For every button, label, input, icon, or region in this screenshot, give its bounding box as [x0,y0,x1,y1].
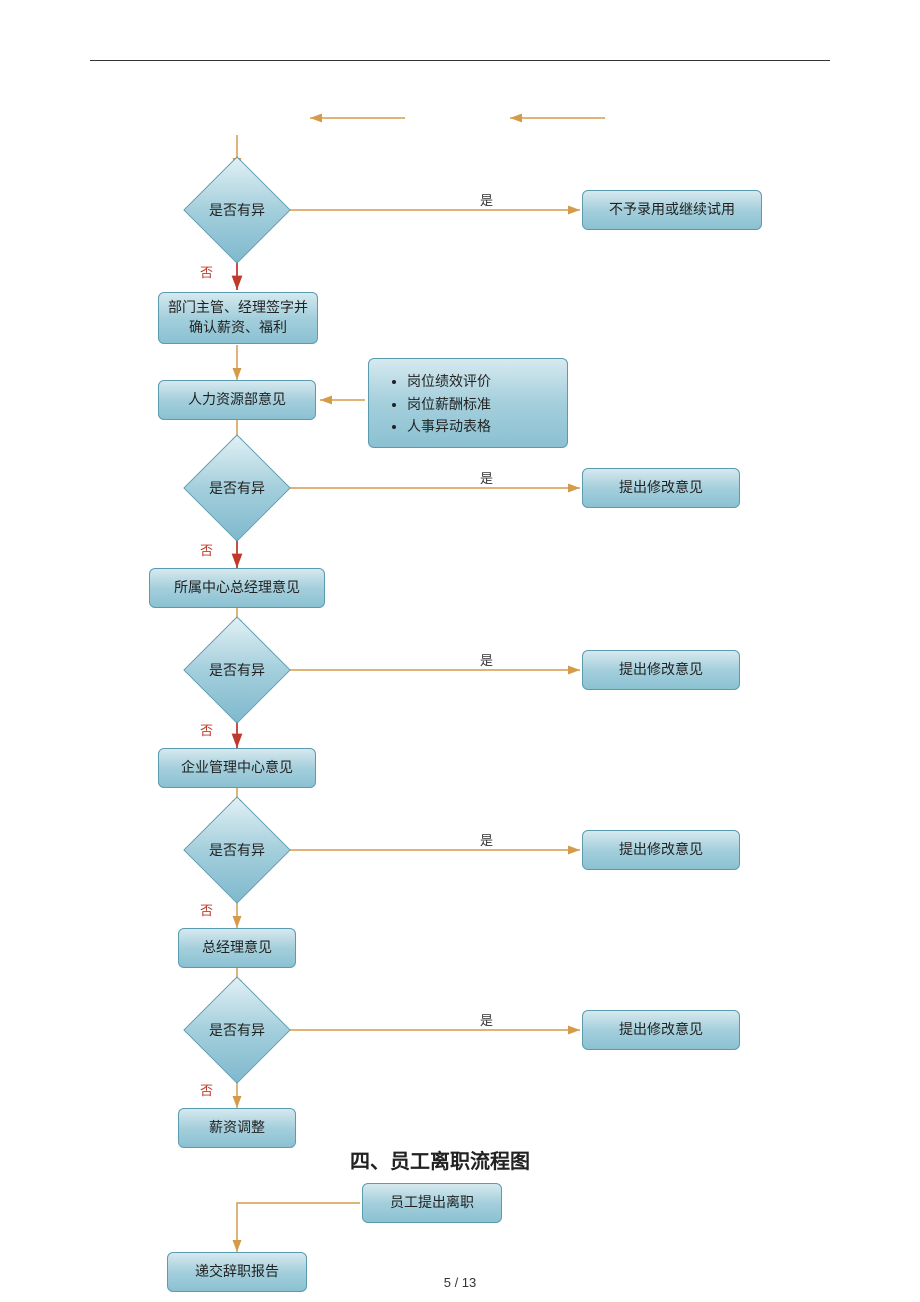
process-r5: 提出修改意见 [582,1010,740,1050]
edge-d2-no: 否 [200,540,213,559]
decision-d4-label: 是否有异 [199,812,275,888]
edge-d4-no: 否 [200,900,213,919]
process-p1-l2: 确认薪资、福利 [189,318,287,338]
process-r2-label: 提出修改意见 [619,478,703,498]
edge-d1-yes: 是 [480,190,493,209]
edge-d2-yes: 是 [480,468,493,487]
process-p6-label: 薪资调整 [209,1118,265,1138]
decision-d1: 是否有异 [199,172,275,248]
process-r3: 提出修改意见 [582,650,740,690]
edge-d3-yes: 是 [480,650,493,669]
edge-d3-no: 否 [200,720,213,739]
process-p6: 薪资调整 [178,1108,296,1148]
process-p4: 企业管理中心意见 [158,748,316,788]
process-r1: 不予录用或继续试用 [582,190,762,230]
decision-d2-label: 是否有异 [199,450,275,526]
decision-d5: 是否有异 [199,992,275,1068]
process-r4: 提出修改意见 [582,830,740,870]
edge-d5-no: 否 [200,1080,213,1099]
decision-d3-label: 是否有异 [199,632,275,708]
page-sep: / [451,1275,462,1290]
process-r3-label: 提出修改意见 [619,660,703,680]
section-heading: 四、员工离职流程图 [350,1145,530,1174]
process-p1-l1: 部门主管、经理签字并 [168,298,308,318]
process-s2-label: 递交辞职报告 [195,1262,279,1282]
decision-d5-label: 是否有异 [199,992,275,1068]
process-p2-label: 人力资源部意见 [188,390,286,410]
process-r2: 提出修改意见 [582,468,740,508]
info-item: 人事异动表格 [407,417,491,437]
decision-d4: 是否有异 [199,812,275,888]
info-item: 岗位薪酬标准 [407,395,491,415]
decision-d2: 是否有异 [199,450,275,526]
process-r4-label: 提出修改意见 [619,840,703,860]
process-p5-label: 总经理意见 [202,938,272,958]
edge-d4-yes: 是 [480,830,493,849]
decision-d1-label: 是否有异 [199,172,275,248]
process-p4-label: 企业管理中心意见 [181,758,293,778]
process-s2: 递交辞职报告 [167,1252,307,1292]
process-s1: 员工提出离职 [362,1183,502,1223]
process-p2: 人力资源部意见 [158,380,316,420]
process-p5: 总经理意见 [178,928,296,968]
flowchart-edges [0,0,920,1302]
decision-d3: 是否有异 [199,632,275,708]
process-r1-label: 不予录用或继续试用 [609,200,735,220]
edge-d5-yes: 是 [480,1010,493,1029]
info-item: 岗位绩效评价 [407,372,491,392]
edge-d1-no: 否 [200,262,213,281]
info-box: 岗位绩效评价 岗位薪酬标准 人事异动表格 [368,358,568,448]
process-p3-label: 所属中心总经理意见 [174,578,300,598]
process-p1: 部门主管、经理签字并 确认薪资、福利 [158,292,318,344]
process-p3: 所属中心总经理意见 [149,568,325,608]
page-number: 5 / 13 [430,1275,490,1290]
page-total: 13 [462,1275,476,1290]
process-s1-label: 员工提出离职 [390,1193,474,1213]
page-current: 5 [444,1275,451,1290]
process-r5-label: 提出修改意见 [619,1020,703,1040]
